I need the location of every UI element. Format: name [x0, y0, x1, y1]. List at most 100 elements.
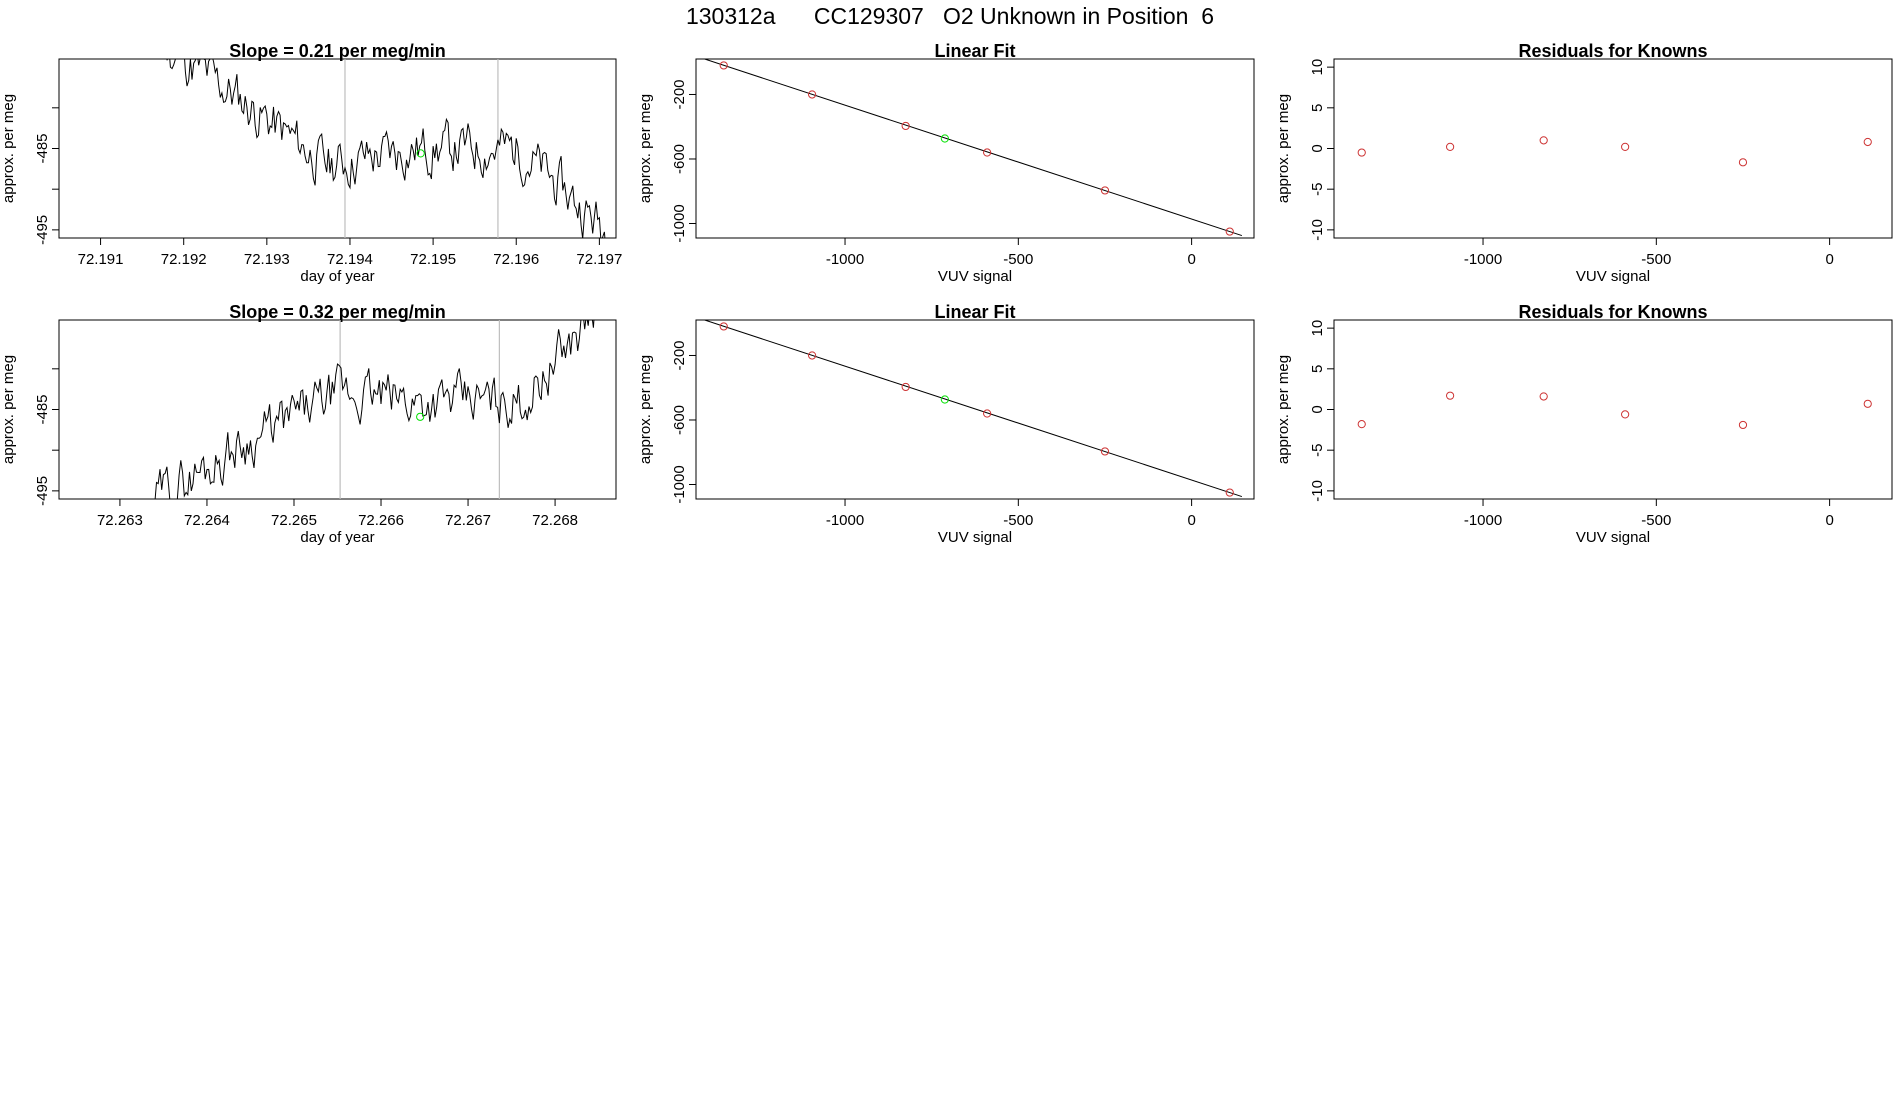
x-axis-label: VUV signal: [1576, 529, 1650, 546]
fit-line: [704, 320, 1243, 498]
y-axis-label: approx. per meg: [1275, 355, 1292, 464]
x-tick-label: 0: [1825, 251, 1833, 268]
plot-frame: [58, 319, 617, 500]
known-point: [719, 61, 728, 70]
series-line: [154, 320, 595, 499]
known-point: [1446, 391, 1455, 400]
x-axis-label: day of year: [300, 268, 374, 285]
y-tick-label: -1000: [671, 465, 688, 503]
known-point: [1357, 148, 1366, 157]
y-tick-label: -10: [1309, 219, 1326, 241]
y-axis-label: approx. per meg: [0, 355, 17, 464]
y-tick-label: -1000: [671, 204, 688, 242]
known-point: [719, 322, 728, 331]
y-tick-label: 10: [1309, 59, 1326, 76]
known-point: [1446, 142, 1455, 151]
plot-area: [1357, 136, 1872, 167]
figure-title: 130312a CC129307 O2 Unknown in Position …: [685, 3, 1215, 29]
plot-frame: [58, 58, 617, 239]
y-tick-label: -200: [671, 340, 688, 370]
y-tick-label: -5: [1309, 183, 1326, 196]
known-point: [901, 382, 910, 392]
x-tick-label: 72.195: [410, 251, 456, 268]
x-tick-label: 0: [1825, 512, 1833, 529]
plot-frame: [695, 58, 1255, 239]
y-tick-label: 0: [1309, 405, 1326, 413]
plot-area: [1357, 391, 1872, 430]
known-point: [901, 121, 910, 131]
plot-area: [166, 59, 606, 238]
x-tick-label: 0: [1187, 251, 1195, 268]
x-axis-label: VUV signal: [938, 529, 1012, 546]
known-point: [1357, 420, 1366, 429]
x-tick-label: 0: [1187, 512, 1195, 529]
unknown-point: [940, 134, 949, 143]
x-tick-label: 72.194: [327, 251, 373, 268]
known-point: [808, 351, 817, 360]
known-point: [1863, 399, 1872, 408]
unknown-point: [940, 395, 949, 404]
x-tick-label: 72.191: [78, 251, 124, 268]
y-tick-label: -495: [34, 215, 51, 245]
x-axis-label: VUV signal: [1576, 268, 1650, 285]
y-axis-label: approx. per meg: [0, 94, 17, 203]
panel-title: Linear Fit: [934, 41, 1015, 61]
unknown-point: [416, 149, 425, 158]
y-tick-label: -5: [1309, 444, 1326, 457]
plot-area: [704, 59, 1243, 237]
x-tick-label: 72.263: [97, 512, 143, 529]
x-tick-label: -500: [1641, 251, 1671, 268]
x-tick-label: 72.197: [576, 251, 622, 268]
y-axis-label: approx. per meg: [1275, 94, 1292, 203]
x-tick-label: -500: [1003, 251, 1033, 268]
known-point: [1738, 158, 1748, 167]
x-tick-label: 72.264: [184, 512, 230, 529]
plot-frame: [1333, 58, 1893, 239]
panel-title: Slope = 0.21 per meg/min: [229, 41, 446, 61]
x-tick-label: -1000: [826, 251, 864, 268]
x-axis-label: day of year: [300, 529, 374, 546]
unknown-point: [416, 412, 425, 421]
panel-r2c2: Linear Fit -1000 -500 0 VUV signal -1000 -600 -…: [637, 302, 1255, 546]
x-tick-label: -1000: [1464, 251, 1502, 268]
known-point: [808, 90, 817, 99]
panel-r1c2: Linear Fit -1000 -500 0 VUV signal -1000 -600 -…: [637, 41, 1255, 285]
fit-line: [704, 59, 1243, 237]
panel-r1c1: Slope = 0.21 per meg/min 72.191 72.192 72.1…: [0, 41, 622, 285]
plot-frame: [1333, 319, 1893, 500]
x-axis-label: VUV signal: [938, 268, 1012, 285]
panel-title: Residuals for Knowns: [1518, 302, 1707, 322]
known-point: [1863, 137, 1872, 147]
panel-r2c1: Slope = 0.32 per meg/min 72.263 72.264 72.2…: [0, 302, 617, 546]
panel-r1c3: Residuals for Knowns -1000 -500 0 VUV signal…: [1275, 41, 1893, 285]
panel-title: Linear Fit: [934, 302, 1015, 322]
known-point: [1738, 420, 1748, 430]
x-tick-label: -1000: [826, 512, 864, 529]
panel-r2c3: Residuals for Knowns -1000 -500 0 VUV signal…: [1275, 302, 1893, 546]
known-point: [1225, 227, 1234, 236]
known-point: [1621, 410, 1630, 419]
known-point: [1539, 392, 1548, 401]
x-tick-label: -500: [1641, 512, 1671, 529]
known-point: [1100, 186, 1110, 195]
y-tick-label: -200: [671, 79, 688, 109]
plot-frame: [695, 319, 1255, 500]
x-tick-label: 72.266: [358, 512, 404, 529]
y-tick-label: -600: [671, 144, 688, 174]
y-tick-label: 10: [1309, 320, 1326, 337]
y-axis-label: approx. per meg: [637, 355, 654, 464]
y-tick-label: -485: [34, 133, 51, 163]
y-tick-label: -495: [34, 476, 51, 506]
x-tick-label: 72.268: [532, 512, 578, 529]
x-tick-label: -500: [1003, 512, 1033, 529]
x-tick-label: 72.196: [493, 251, 539, 268]
x-tick-label: 72.267: [445, 512, 491, 529]
y-tick-label: -600: [671, 405, 688, 435]
x-tick-label: 72.193: [244, 251, 290, 268]
plot-area: [154, 320, 595, 499]
known-point: [983, 409, 992, 418]
y-tick-label: -10: [1309, 480, 1326, 502]
known-point: [1621, 142, 1630, 151]
known-point: [1225, 488, 1234, 497]
